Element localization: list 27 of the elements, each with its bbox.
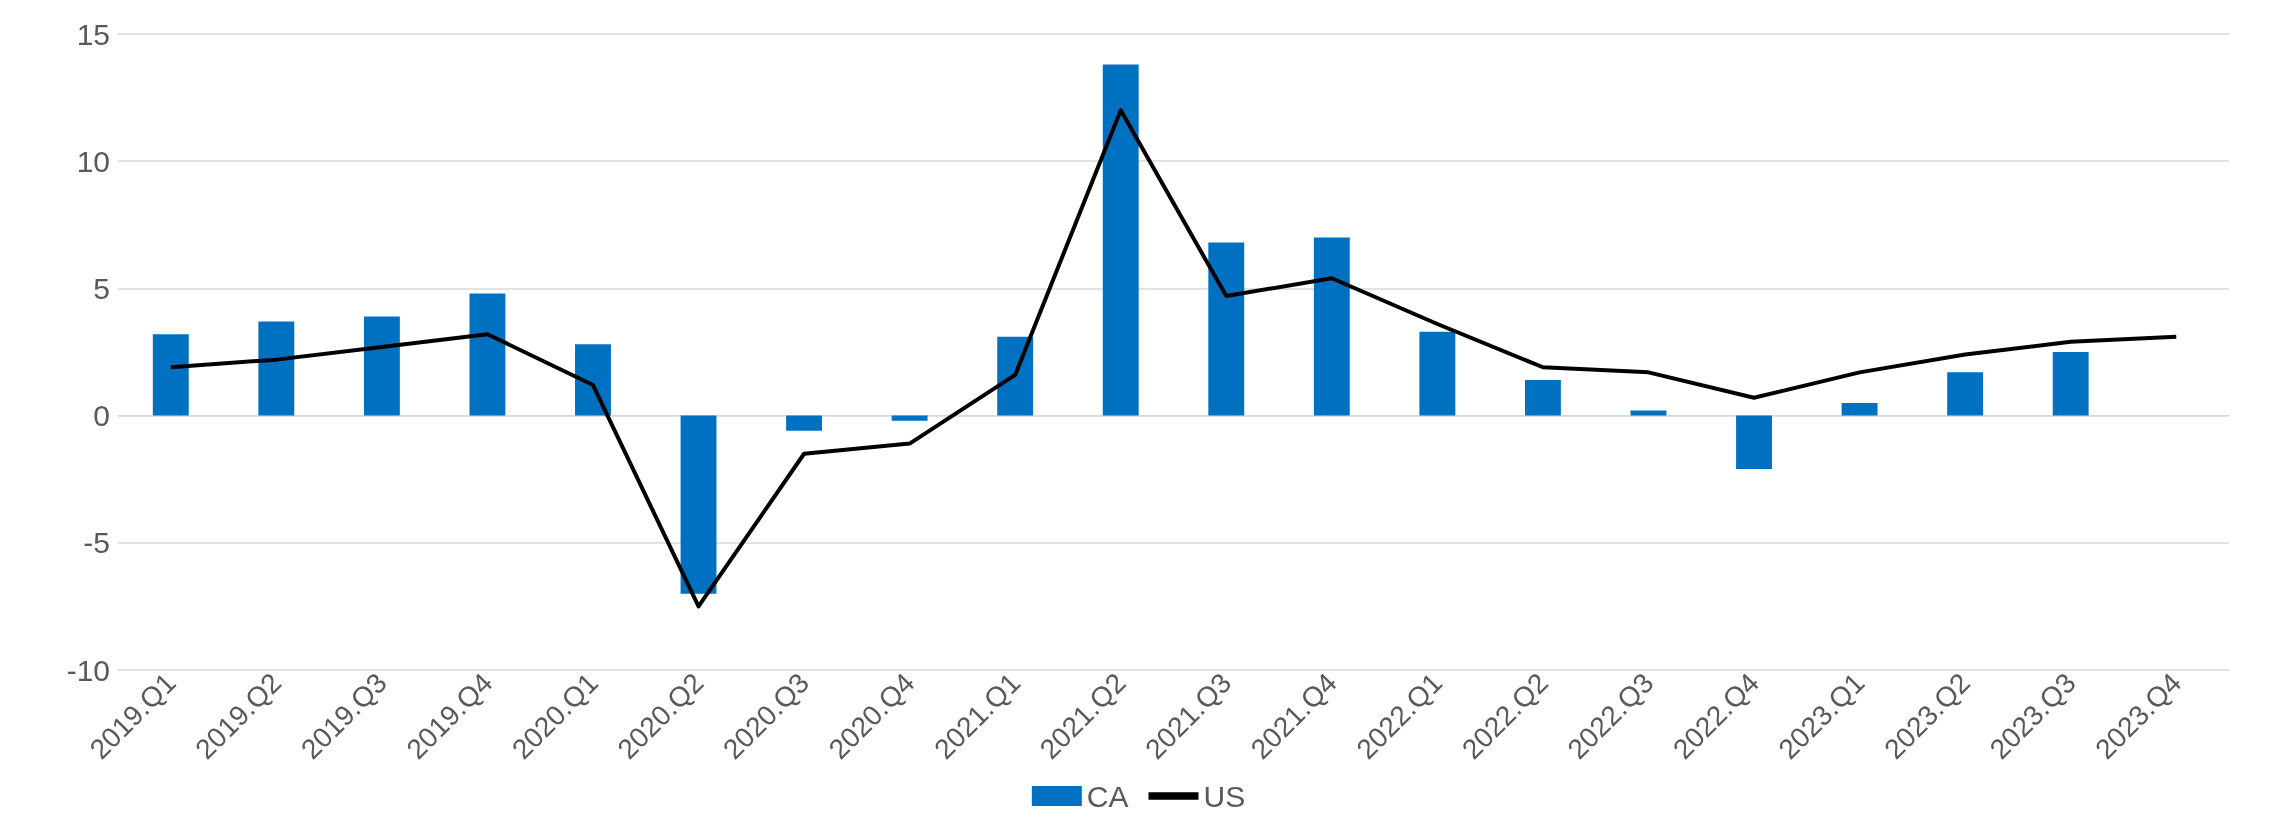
y-tick-label: 5 [93, 271, 110, 305]
legend-label: US [1203, 779, 1246, 813]
y-tick-label: 0 [93, 399, 110, 433]
y-tick-label: -5 [83, 526, 110, 560]
bar [1102, 64, 1139, 416]
bar [575, 344, 611, 416]
bar [258, 321, 295, 416]
bar [1313, 237, 1350, 416]
bar [2052, 352, 2089, 416]
bar [152, 334, 189, 416]
bar [680, 415, 717, 594]
bar [1947, 372, 1984, 416]
bar [1736, 415, 1772, 470]
bar [363, 316, 400, 416]
bar [1524, 379, 1561, 416]
bar [469, 293, 506, 416]
legend-label: CA [1086, 779, 1129, 813]
y-tick-label: 15 [76, 17, 110, 51]
bar [1841, 402, 1878, 416]
bar [1630, 410, 1667, 416]
bar [1208, 242, 1245, 416]
line-series [168, 108, 2179, 609]
y-tick-label: 10 [76, 144, 110, 178]
bar [786, 415, 823, 431]
bar [1419, 331, 1456, 416]
bar [997, 336, 1034, 416]
bar [891, 415, 928, 421]
